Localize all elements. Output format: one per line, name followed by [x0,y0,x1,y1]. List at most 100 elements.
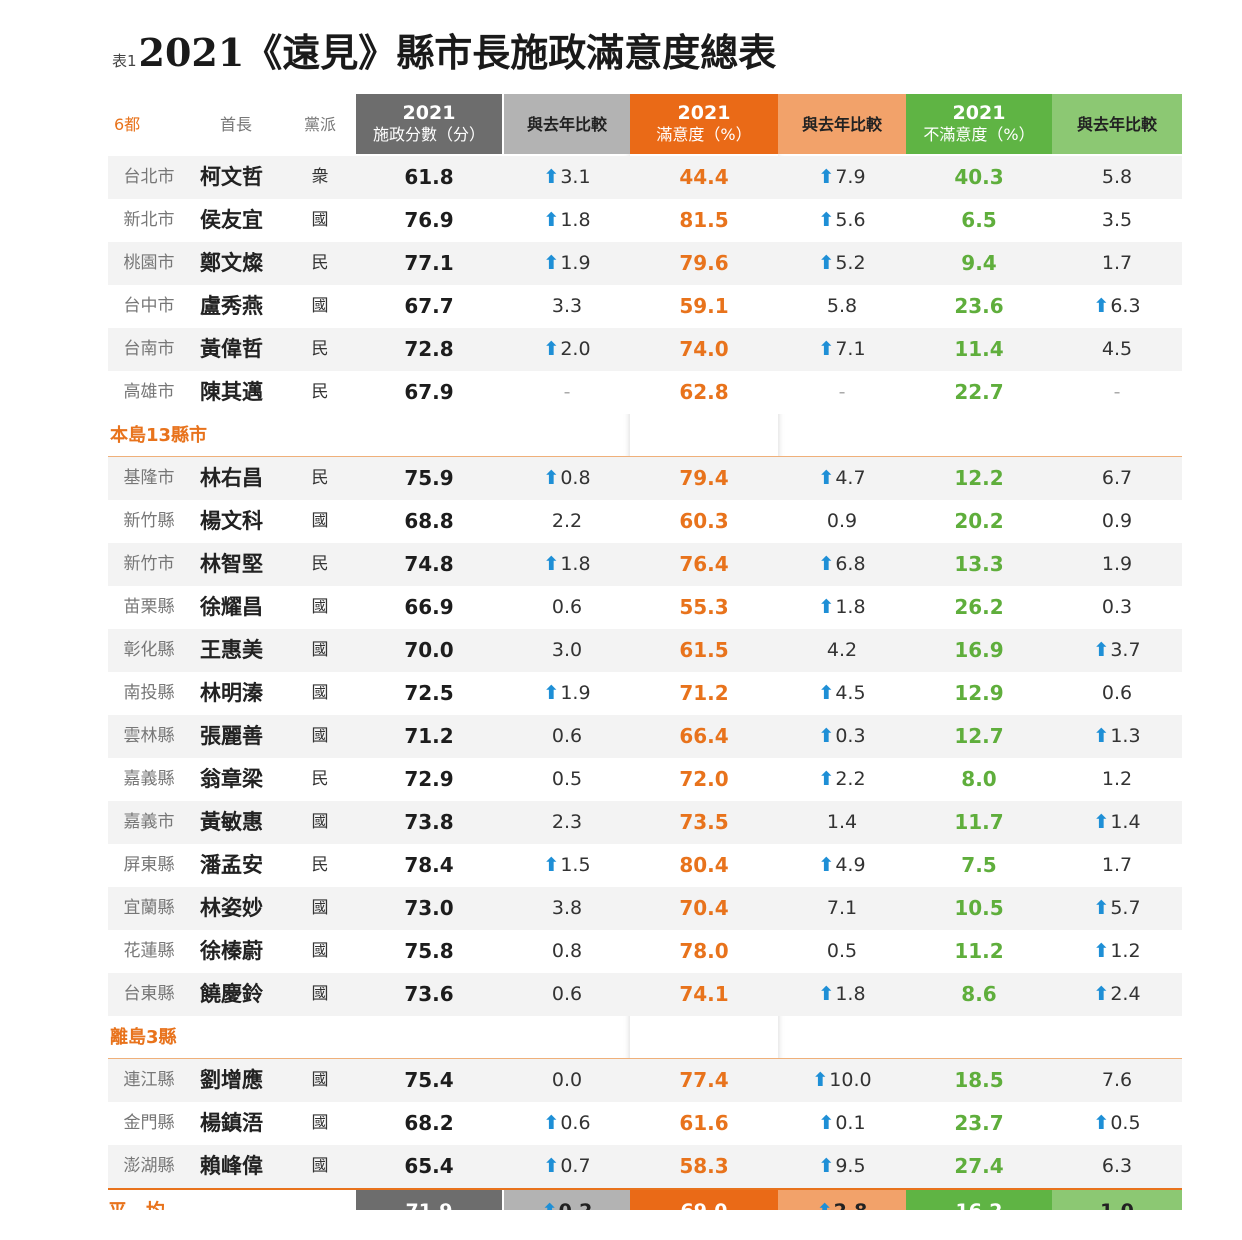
party-cell: 國 [311,1156,329,1176]
up-arrow-icon: ⬆ [1093,940,1110,962]
compare-cell: ⬆2.2 [778,758,906,801]
compare-cell: ⬆0.1 [778,1102,906,1145]
leader-name: 饒慶鈴 [200,982,263,1006]
compare-value: 5.2 [835,252,866,274]
party-cell: 民 [311,339,329,359]
up-arrow-icon: ⬆ [1093,897,1110,919]
leader-name: 盧秀燕 [200,294,263,318]
score-cell: 68.2 [404,1111,454,1135]
compare-value: 1.0 [1100,1200,1134,1210]
leader-name: 侯友宜 [200,208,263,232]
dissatisfaction-cell: 7.5 [961,853,997,877]
compare-value: 3.3 [551,295,583,317]
compare-value: 3.7 [1110,639,1141,661]
dissatisfaction-cell: 8.0 [961,767,997,791]
dissatisfaction-cell: 10.5 [954,896,1004,920]
dissatisfaction-cell: 12.2 [954,466,1004,490]
table-row [108,1102,1182,1145]
satisfaction-cell: 55.3 [679,595,729,619]
compare-cell: ⬆4.9 [778,844,906,887]
compare-cell: 4.5 [1052,328,1182,371]
compare-value: 1.8 [835,983,866,1005]
up-arrow-icon: ⬆ [543,1112,560,1134]
compare-value: 3.5 [1101,209,1133,231]
average-divider [108,1188,1182,1190]
compare-value: 1.2 [1101,768,1133,790]
party-cell: 國 [311,683,329,703]
table-row [108,457,1182,500]
satisfaction-cell: 77.4 [679,1068,729,1092]
compare-value: 5.8 [1101,166,1133,188]
table-row [108,973,1182,1016]
dissatisfaction-cell: 22.7 [954,380,1004,404]
table-row [108,242,1182,285]
compare-cell: 2.3 [504,801,630,844]
compare-cell: 1.2 [1052,758,1182,801]
compare-value: 0.8 [551,940,583,962]
compare-value: 1.3 [1110,725,1141,747]
compare-value: 1.4 [1110,811,1141,833]
header-leader: 首長 [219,114,252,134]
compare-value: 3.0 [551,639,583,661]
city-cell: 嘉義縣 [123,769,175,789]
compare-cell: ⬆1.3 [1052,715,1182,758]
party-cell: 國 [311,210,329,230]
score-cell: 75.4 [404,1068,454,1092]
compare-value: 0.0 [551,1069,583,1091]
up-arrow-icon: ⬆ [1093,811,1110,833]
up-arrow-icon: ⬆ [543,338,560,360]
up-arrow-icon: ⬆ [818,166,835,188]
score-cell: 68.8 [404,509,454,533]
up-arrow-icon: ⬆ [1093,639,1110,661]
up-arrow-icon: ⬆ [818,682,835,704]
satisfaction-cell: 79.6 [679,251,729,275]
compare-cell: ⬆10.0 [778,1059,906,1102]
dissatisfaction-cell: 13.3 [954,552,1004,576]
compare-cell: 6.3 [1052,1145,1182,1188]
compare-value: 1.7 [1101,854,1133,876]
compare-cell: 1.9 [1052,543,1182,586]
dissatisfaction-cell: 23.6 [954,294,1004,318]
compare-value: 0.6 [551,983,583,1005]
compare-value: 4.2 [826,639,858,661]
leader-name: 張麗善 [200,724,263,748]
up-arrow-icon: ⬆ [818,983,835,1005]
city-cell: 苗栗縣 [123,597,175,617]
score-cell: 72.5 [404,681,454,705]
up-arrow-icon: ⬆ [812,1069,829,1091]
city-cell: 澎湖縣 [123,1156,175,1176]
table-number: 表1 [112,52,137,70]
compare-cell: 1.7 [1052,844,1182,887]
up-arrow-icon: ⬆ [818,596,835,618]
party-cell: 民 [311,855,329,875]
score-cell: 67.7 [404,294,454,318]
city-cell: 連江縣 [123,1070,175,1090]
compare-cell: ⬆7.9 [778,156,906,199]
up-arrow-icon: ⬆ [1093,725,1110,747]
score-cell: 70.0 [404,638,454,662]
compare-cell: ⬆0.8 [504,457,630,500]
compare-cell: ⬆0.6 [504,1102,630,1145]
dissatisfaction-cell: 23.7 [954,1111,1004,1135]
satisfaction-cell: 61.5 [679,638,729,662]
table-row [108,758,1182,801]
dissatisfaction-cell: 26.2 [954,595,1004,619]
section-label: 離島3縣 [110,1027,177,1048]
dissatisfaction-cell: 9.4 [961,251,997,275]
satisfaction-cell: 62.8 [679,380,729,404]
leader-name: 林智堅 [200,552,263,576]
score-cell: 77.1 [404,251,454,275]
compare-cell: - [563,381,571,403]
compare-value: 0.9 [826,510,858,532]
compare-cell: ⬆4.7 [778,457,906,500]
compare-value: 0.2 [559,1200,593,1210]
dissatisfaction-cell: 11.4 [954,337,1004,361]
score-cell: 65.4 [404,1154,454,1178]
compare-value: 1.4 [826,811,858,833]
compare-cell: 2.2 [504,500,630,543]
compare-cell: 7.6 [1052,1059,1182,1102]
table-row [108,887,1182,930]
compare-value: 3.8 [551,897,583,919]
satisfaction-cell: 79.4 [679,466,729,490]
dissatisfaction-cell: 20.2 [954,509,1004,533]
